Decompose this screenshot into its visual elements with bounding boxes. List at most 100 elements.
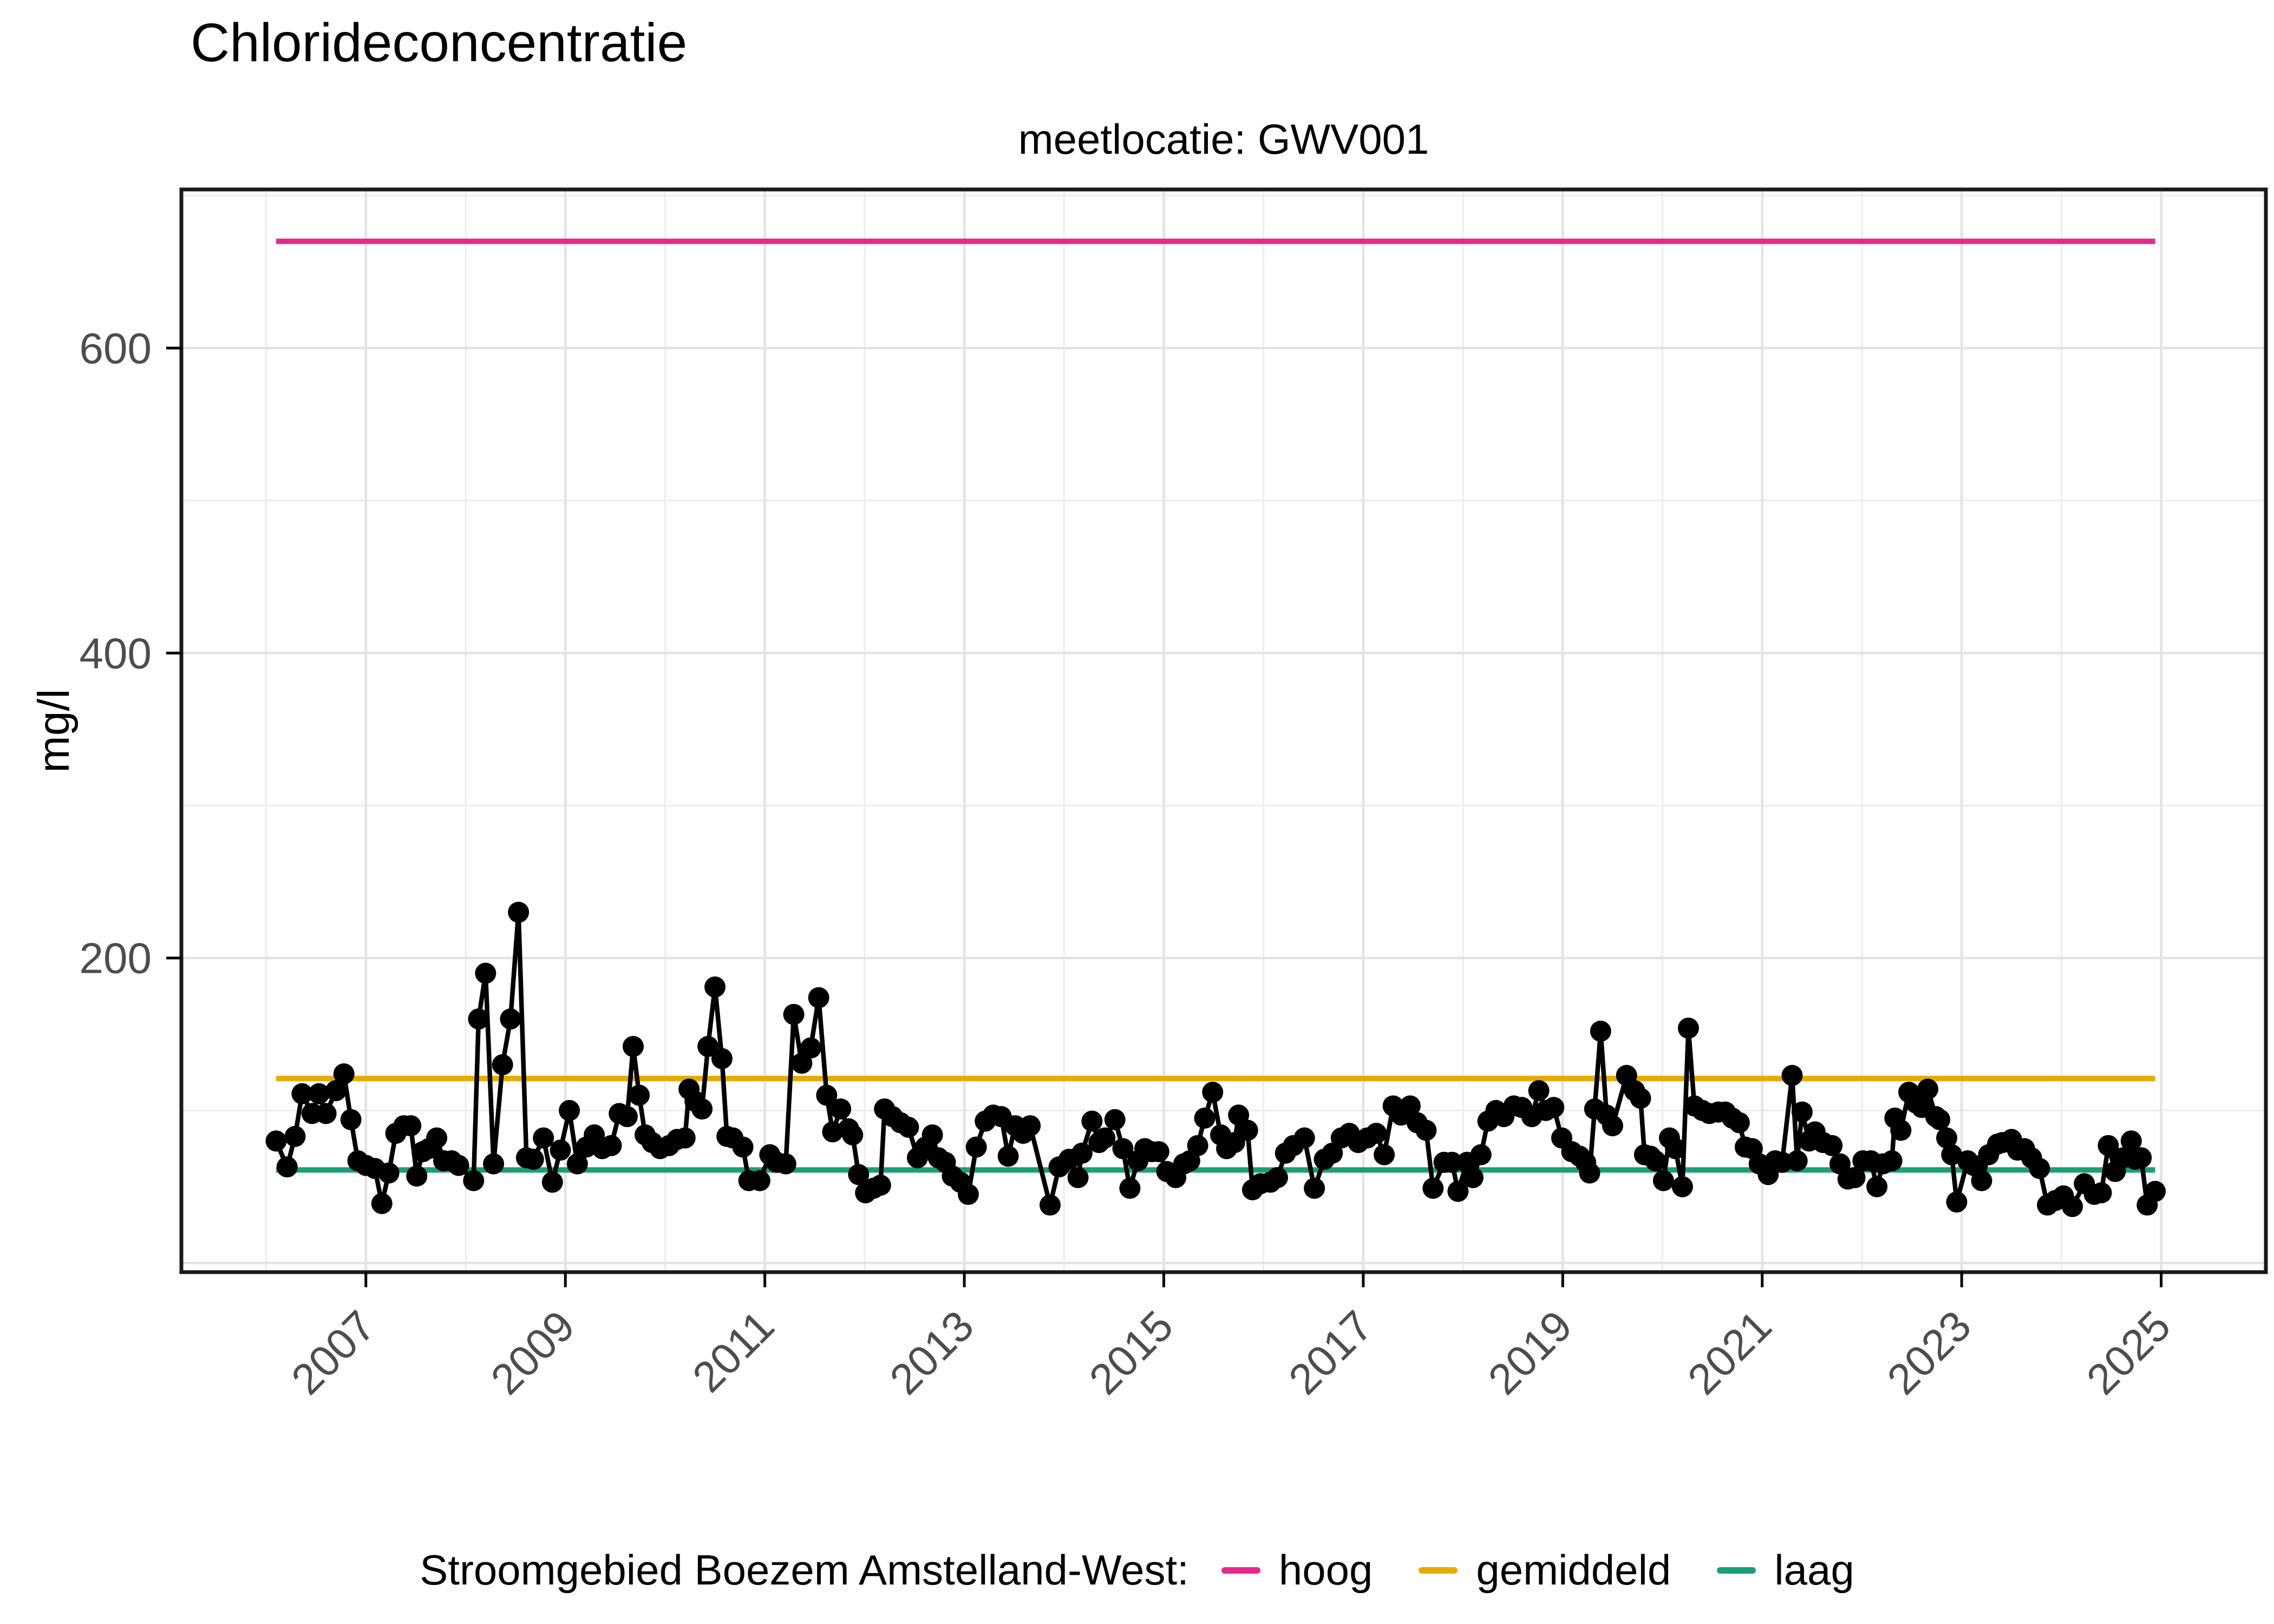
data-point <box>1929 1109 1951 1130</box>
y-tick-label: 600 <box>80 324 152 372</box>
data-point <box>1039 1194 1061 1216</box>
legend-label-gemiddeld: gemiddeld <box>1476 1546 1671 1594</box>
data-point <box>816 1084 838 1106</box>
data-point <box>1602 1115 1623 1137</box>
data-point <box>1971 1170 1992 1191</box>
data-point <box>1791 1101 1813 1123</box>
data-point <box>1237 1119 1258 1141</box>
data-point <box>1677 1017 1699 1039</box>
data-point <box>1293 1127 1315 1149</box>
data-point <box>1579 1162 1600 1184</box>
data-point <box>870 1174 891 1196</box>
data-point <box>622 1036 644 1057</box>
data-point <box>1881 1150 1903 1171</box>
data-point <box>711 1048 733 1070</box>
x-tick-label: 2023 <box>1878 1301 1980 1404</box>
data-point <box>468 1008 489 1030</box>
data-point <box>371 1193 393 1214</box>
y-tick-label: 200 <box>80 934 152 983</box>
facet-label: meetlocatie: GWV001 <box>1018 115 1429 163</box>
chart-title: Chlorideconcentratie <box>191 12 688 73</box>
data-point <box>732 1136 754 1158</box>
data-point <box>842 1124 864 1145</box>
data-point <box>265 1130 287 1152</box>
data-point <box>1543 1097 1565 1118</box>
data-point <box>2090 1182 2112 1204</box>
data-point <box>1119 1177 1141 1199</box>
data-point <box>378 1162 400 1184</box>
data-point <box>1202 1082 1224 1103</box>
data-point <box>1020 1115 1041 1137</box>
data-point <box>898 1116 919 1138</box>
data-point <box>997 1145 1019 1167</box>
data-point <box>1365 1123 1387 1144</box>
data-point <box>600 1135 622 1156</box>
legend-swatch-hoog <box>1221 1567 1260 1574</box>
data-point <box>2131 1147 2152 1169</box>
data-point <box>1946 1191 1968 1213</box>
data-point <box>1447 1181 1469 1202</box>
data-point <box>1936 1127 1958 1149</box>
data-point <box>2062 1196 2083 1217</box>
data-point <box>559 1099 580 1121</box>
data-point <box>830 1098 852 1120</box>
data-point <box>697 1036 719 1057</box>
data-point <box>1415 1119 1437 1141</box>
data-point <box>704 976 726 998</box>
data-point <box>1590 1020 1611 1042</box>
data-point <box>1917 1078 1939 1100</box>
data-point <box>315 1103 337 1124</box>
legend-label-hoog: hoog <box>1278 1546 1373 1594</box>
data-point <box>1304 1177 1325 1199</box>
data-point <box>340 1109 362 1130</box>
x-tick-label: 2025 <box>2077 1301 2180 1404</box>
legend: Stroomgebied Boezem Amstelland-West: hoo… <box>0 1546 2274 1595</box>
legend-label-laag: laag <box>1774 1546 1854 1594</box>
data-point <box>1630 1088 1651 1109</box>
data-point <box>965 1136 987 1158</box>
legend-item-hoog: hoog <box>1221 1546 1373 1595</box>
x-tick-label: 2015 <box>1080 1301 1182 1404</box>
data-point <box>1462 1167 1484 1188</box>
data-point <box>325 1080 347 1102</box>
legend-item-gemiddeld: gemiddeld <box>1419 1546 1671 1595</box>
data-point <box>1104 1109 1126 1130</box>
data-point <box>1081 1110 1103 1132</box>
data-point <box>566 1153 588 1175</box>
data-point <box>426 1127 448 1149</box>
data-point <box>1194 1107 1216 1129</box>
data-point <box>1148 1141 1169 1162</box>
data-point <box>1422 1177 1444 1199</box>
data-point <box>1890 1119 1912 1141</box>
data-point <box>800 1037 821 1059</box>
y-tick-label: 400 <box>80 629 152 677</box>
data-point <box>1094 1127 1116 1149</box>
data-point <box>957 1183 979 1205</box>
data-point <box>1322 1142 1343 1164</box>
x-tick-label: 2019 <box>1479 1301 1582 1404</box>
panel-border <box>179 187 2268 1274</box>
data-point <box>1071 1142 1093 1164</box>
legend-swatch-laag <box>1717 1567 1756 1574</box>
data-point <box>1470 1144 1492 1165</box>
data-point <box>508 901 530 923</box>
data-point <box>783 1004 805 1025</box>
data-point <box>2120 1130 2142 1152</box>
data-point <box>522 1149 544 1170</box>
data-point <box>333 1063 355 1085</box>
data-point <box>463 1170 485 1191</box>
x-tick-label: 2011 <box>683 1301 783 1402</box>
data-point <box>1374 1144 1395 1165</box>
data-point <box>2145 1181 2166 1202</box>
data-point <box>749 1170 770 1191</box>
data-point <box>284 1125 306 1147</box>
data-point <box>308 1083 330 1104</box>
data-point <box>1786 1150 1808 1171</box>
data-point <box>1844 1167 1866 1188</box>
data-point <box>1266 1167 1288 1188</box>
data-point <box>629 1084 650 1106</box>
data-point <box>500 1008 521 1030</box>
data-point <box>616 1106 638 1128</box>
